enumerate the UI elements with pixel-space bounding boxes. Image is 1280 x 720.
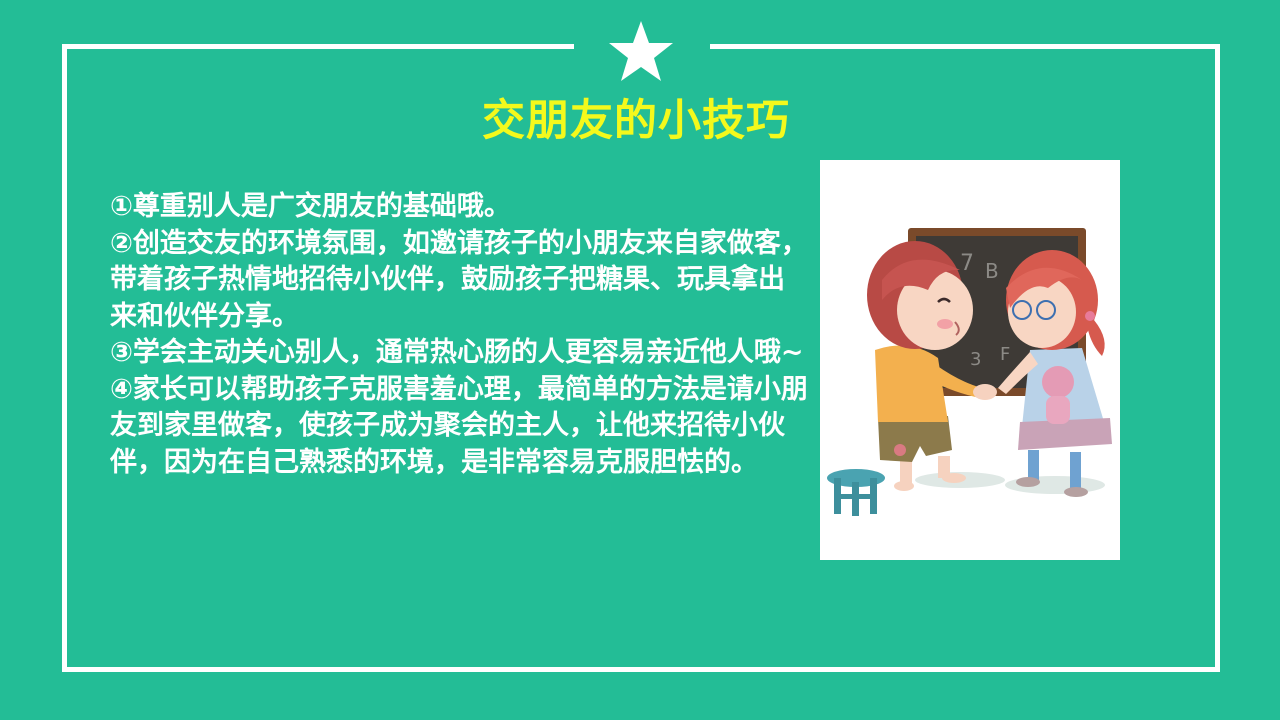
star-icon bbox=[609, 21, 673, 81]
svg-text:B: B bbox=[985, 259, 999, 283]
frame-top-right-line bbox=[710, 44, 1220, 49]
page-title: 交朋友的小技巧 bbox=[482, 96, 790, 146]
tip-item-2: ②创造交友的环境氛围，如邀请孩子的小朋友来自家做客，带着孩子热情地招待小伙伴，鼓… bbox=[110, 227, 808, 332]
tip-item-3: ③学会主动关心别人，通常热心肠的人更容易亲近他人哦~ bbox=[110, 337, 804, 368]
children-handshake-illustration: 7 B 9 3 F bbox=[820, 160, 1120, 560]
tip-item-1: ①尊重别人是广交朋友的基础哦。 bbox=[110, 191, 511, 222]
content-frame bbox=[62, 46, 1220, 672]
stool-image bbox=[827, 469, 885, 516]
tips-list: ①尊重别人是广交朋友的基础哦。 ②创造交友的环境氛围，如邀请孩子的小朋友来自家做… bbox=[110, 189, 810, 481]
tip-item-4: ④家长可以帮助孩子克服害羞心理，最简单的方法是请小朋友到家里做客，使孩子成为聚会… bbox=[110, 373, 808, 478]
svg-text:F: F bbox=[1000, 344, 1010, 365]
frame-top-left-line bbox=[62, 44, 574, 49]
girl-figure bbox=[998, 250, 1112, 497]
svg-text:7: 7 bbox=[960, 251, 974, 276]
boy-figure bbox=[867, 241, 997, 491]
svg-text:3: 3 bbox=[970, 349, 981, 370]
